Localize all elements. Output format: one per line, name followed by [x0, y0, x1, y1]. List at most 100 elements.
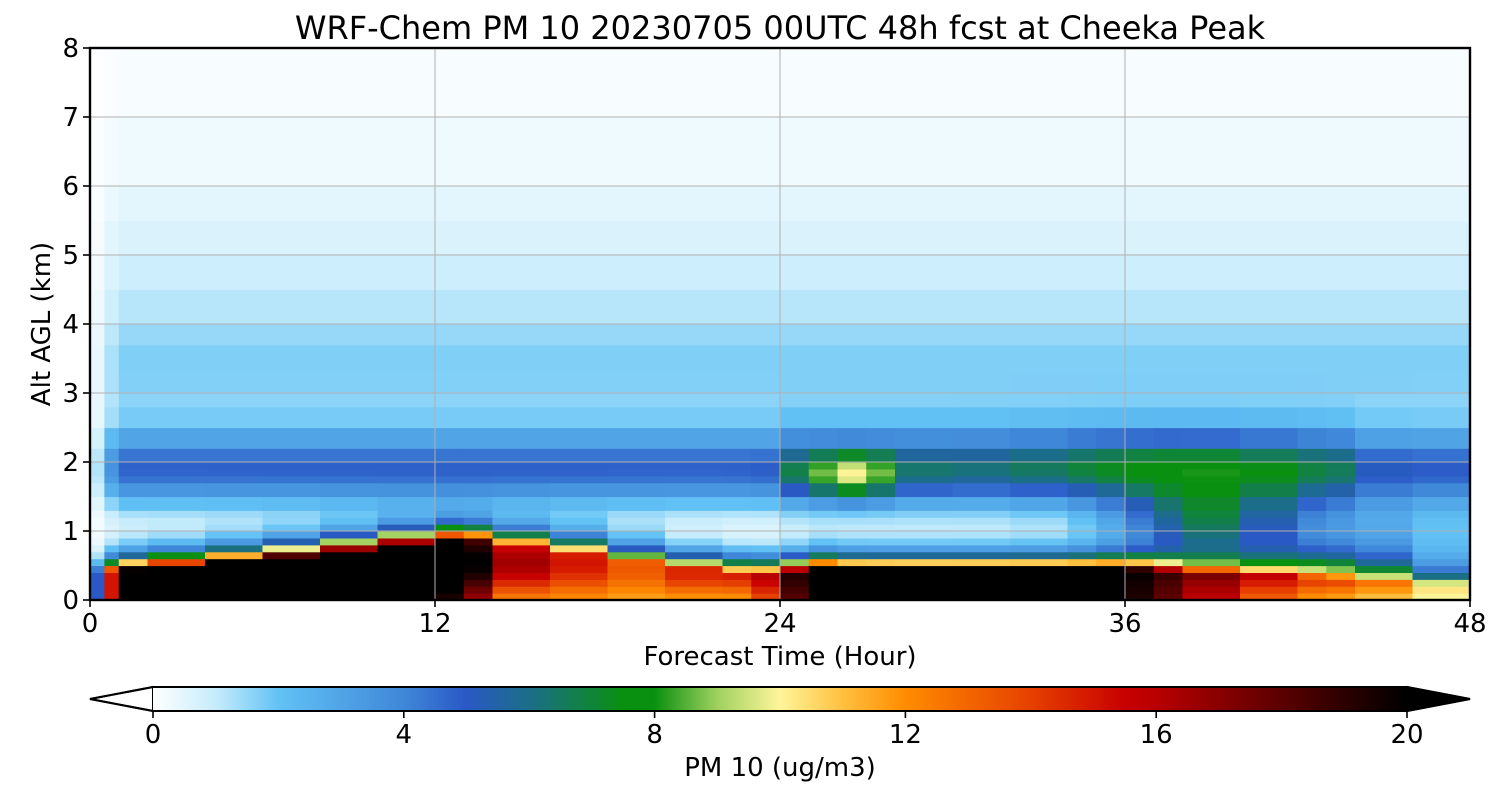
- field-cell: [808, 586, 839, 594]
- field-cell: [952, 48, 1011, 118]
- field-cell: [262, 531, 321, 539]
- field-cell: [1240, 537, 1299, 546]
- field-cell: [147, 324, 206, 346]
- field-cell: [1412, 468, 1470, 477]
- field-cell: [607, 406, 666, 429]
- field-cell: [463, 579, 494, 587]
- field-cell: [1010, 406, 1069, 429]
- field-cell: [1326, 510, 1356, 518]
- field-cell: [463, 537, 494, 546]
- field-cell: [866, 48, 896, 118]
- field-cell: [607, 48, 666, 118]
- field-cell: [722, 344, 752, 373]
- y-tick-label: 6: [62, 172, 79, 202]
- field-cell: [1182, 558, 1241, 567]
- field-cell: [808, 186, 839, 222]
- field-cell: [895, 427, 954, 449]
- field-cell: [435, 579, 465, 587]
- field-cell: [262, 475, 321, 484]
- field-cell: [1125, 510, 1155, 518]
- field-cell: [377, 186, 436, 222]
- field-cell: [866, 593, 896, 600]
- field-cell: [1355, 551, 1414, 560]
- field-cell: [1067, 427, 1097, 449]
- field-cell: [1240, 186, 1299, 222]
- field-cell: [550, 220, 609, 256]
- field-cell: [1096, 551, 1126, 560]
- field-cell: [1153, 558, 1184, 567]
- field-cell: [1153, 517, 1184, 525]
- field-cell: [1067, 544, 1097, 553]
- field-cell: [463, 496, 494, 511]
- field-cell: [1355, 565, 1414, 573]
- field-cell: [1355, 117, 1414, 187]
- field-cell: [1125, 572, 1155, 580]
- field-cell: [952, 517, 1011, 525]
- field-cell: [1240, 462, 1299, 470]
- field-cell: [1297, 496, 1327, 511]
- field-cell: [751, 537, 781, 546]
- field-cell: [90, 344, 105, 373]
- field-cell: [205, 186, 264, 222]
- x-axis-label: Forecast Time (Hour): [643, 642, 916, 672]
- field-cell: [808, 324, 839, 346]
- field-cell: [1297, 475, 1327, 484]
- field-cell: [90, 551, 105, 560]
- field-cell: [1326, 579, 1356, 587]
- field-cell: [665, 586, 724, 594]
- field-cell: [952, 510, 1011, 518]
- field-cell: [463, 544, 494, 553]
- field-cell: [722, 586, 752, 594]
- colorbar-high-extend: [1406, 685, 1471, 713]
- field-cell: [1182, 482, 1241, 498]
- field-cell: [492, 393, 551, 408]
- field-cell: [1240, 558, 1299, 567]
- field-cell: [895, 324, 954, 346]
- y-axis-label: Alt AGL (km): [27, 242, 57, 406]
- field-cell: [780, 372, 810, 394]
- field-cell: [1067, 593, 1097, 600]
- field-cell: [722, 537, 752, 546]
- field-cell: [377, 475, 436, 484]
- field-cell: [1125, 558, 1155, 567]
- field-cell: [118, 586, 149, 594]
- field-cell: [492, 220, 551, 256]
- field-cell: [1326, 517, 1356, 525]
- field-cell: [837, 393, 867, 408]
- field-cell: [895, 482, 954, 498]
- field-cell: [320, 220, 379, 256]
- field-cell: [1096, 427, 1126, 449]
- field-cell: [751, 324, 781, 346]
- field-cell: [262, 186, 321, 222]
- field-cell: [1096, 462, 1126, 470]
- field-cell: [866, 517, 896, 525]
- field-cell: [1355, 448, 1414, 463]
- field-cell: [607, 462, 666, 470]
- field-cell: [435, 48, 465, 118]
- field-cell: [1096, 558, 1126, 567]
- field-cell: [1326, 324, 1356, 346]
- field-cell: [1182, 524, 1241, 532]
- field-cell: [1412, 593, 1470, 600]
- field-cell: [866, 565, 896, 573]
- field-cell: [1125, 117, 1155, 187]
- field-cell: [722, 427, 752, 449]
- field-cell: [550, 565, 609, 573]
- field-cell: [837, 117, 867, 187]
- field-cell: [205, 462, 264, 470]
- field-cell: [1355, 372, 1414, 394]
- field-cell: [463, 468, 494, 477]
- field-cell: [320, 468, 379, 477]
- field-cell: [463, 482, 494, 498]
- field-cell: [837, 558, 867, 567]
- field-cell: [1153, 48, 1184, 118]
- field-cell: [320, 572, 379, 580]
- field-cell: [665, 344, 724, 373]
- field-cell: [780, 551, 810, 560]
- field-cell: [895, 462, 954, 470]
- field-cell: [1182, 48, 1241, 118]
- field-cell: [1412, 324, 1470, 346]
- field-cell: [1067, 558, 1097, 567]
- field-cell: [104, 558, 120, 567]
- field-cell: [435, 565, 465, 573]
